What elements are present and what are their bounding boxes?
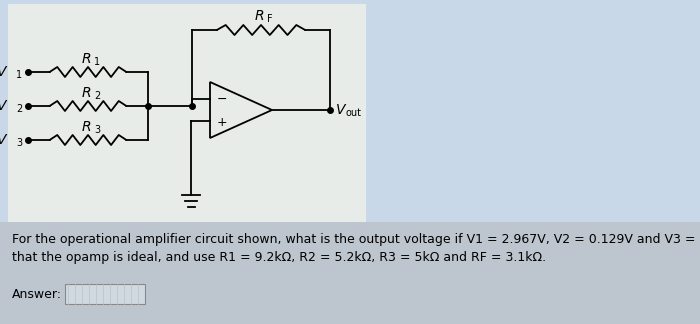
Text: F: F <box>267 14 272 24</box>
Text: 2: 2 <box>94 91 100 101</box>
Text: V: V <box>0 133 6 147</box>
Text: R: R <box>81 120 91 134</box>
Text: V: V <box>0 99 6 113</box>
Text: out: out <box>345 108 361 118</box>
Text: −: − <box>217 93 228 106</box>
Text: V: V <box>0 65 6 79</box>
Text: R: R <box>254 9 264 23</box>
Text: R: R <box>81 86 91 100</box>
Text: 3: 3 <box>16 138 22 148</box>
Text: 1: 1 <box>16 70 22 80</box>
FancyBboxPatch shape <box>65 284 145 304</box>
Text: Answer:: Answer: <box>12 288 62 302</box>
Text: R: R <box>81 52 91 66</box>
Text: that the opamp is ideal, and use R1 = 9.2kΩ, R2 = 5.2kΩ, R3 = 5kΩ and RF = 3.1kΩ: that the opamp is ideal, and use R1 = 9.… <box>12 251 546 264</box>
Text: 3: 3 <box>94 125 100 135</box>
Text: 1: 1 <box>94 57 100 67</box>
Text: 2: 2 <box>16 104 22 114</box>
FancyBboxPatch shape <box>0 222 700 324</box>
Text: For the operational amplifier circuit shown, what is the output voltage if V1 = : For the operational amplifier circuit sh… <box>12 234 700 247</box>
Text: V: V <box>336 103 346 117</box>
FancyBboxPatch shape <box>8 4 366 222</box>
Text: +: + <box>217 116 228 129</box>
